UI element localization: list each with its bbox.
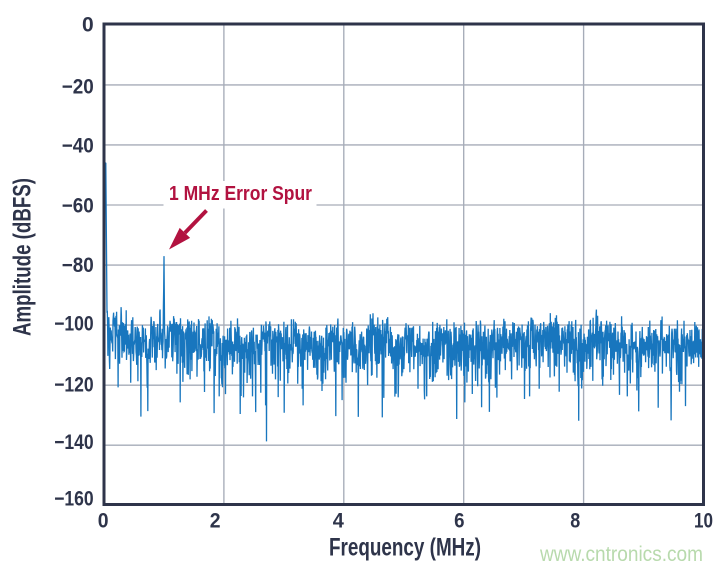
svg-text:2: 2 [210, 510, 221, 533]
svg-text:0: 0 [98, 510, 109, 533]
svg-text:6: 6 [454, 510, 464, 533]
svg-text:10: 10 [694, 510, 713, 533]
svg-text:−60: −60 [62, 195, 94, 218]
svg-text:−100: −100 [54, 313, 94, 336]
svg-text:1 MHz Error Spur: 1 MHz Error Spur [169, 183, 312, 205]
svg-text:www.cntronics.com: www.cntronics.com [539, 543, 703, 566]
svg-text:−40: −40 [62, 135, 94, 158]
svg-text:0: 0 [82, 13, 94, 36]
svg-text:Frequency (MHz): Frequency (MHz) [329, 534, 481, 562]
svg-text:−140: −140 [54, 431, 94, 454]
svg-text:8: 8 [570, 510, 580, 533]
svg-text:4: 4 [333, 510, 344, 533]
svg-text:−160: −160 [54, 487, 94, 510]
svg-text:−20: −20 [62, 76, 94, 99]
svg-text:Amplitude (dBFS): Amplitude (dBFS) [9, 178, 37, 336]
svg-text:−80: −80 [62, 254, 94, 277]
svg-text:−120: −120 [54, 373, 94, 396]
